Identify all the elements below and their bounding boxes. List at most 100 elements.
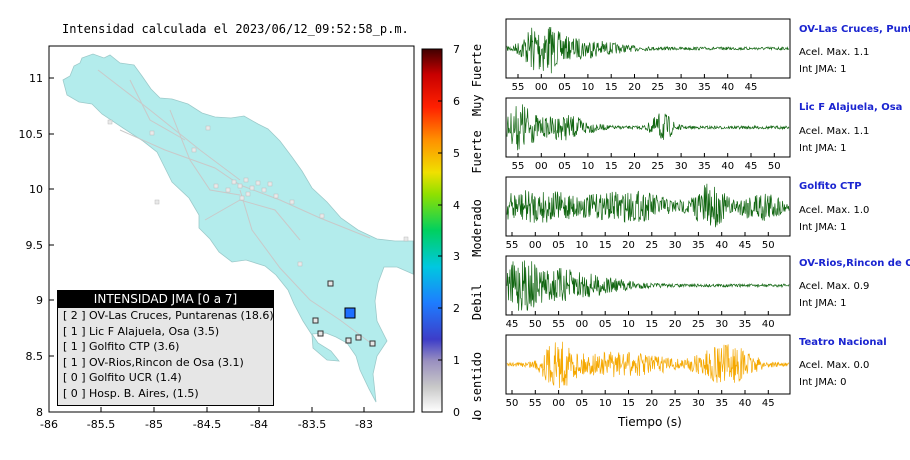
waveform-tick-label: 35 bbox=[698, 82, 711, 93]
colorbar-tick: 4 bbox=[453, 199, 460, 212]
legend-row: [ 2 ] OV-Las Cruces, Puntarenas (18.6) bbox=[63, 309, 274, 322]
map-x-tick: -85.5 bbox=[87, 418, 115, 431]
legend-title: INTENSIDAD JMA [0 a 7] bbox=[58, 291, 273, 308]
waveform-tick-label: 05 bbox=[552, 240, 565, 251]
waveform-tick-label: 05 bbox=[576, 398, 589, 409]
waveform-trace bbox=[506, 183, 790, 228]
map-x-tick: -84.5 bbox=[193, 418, 221, 431]
waveform-tick-label: 15 bbox=[645, 319, 658, 330]
waveform-tick-label: 45 bbox=[739, 240, 752, 251]
station-accel: Acel. Max. 0.9 bbox=[799, 281, 870, 292]
colorbar-label-muy-fuerte: Muy Fuerte bbox=[470, 44, 484, 116]
legend-row: [ 1 ] Lic F Alajuela, Osa (3.5) bbox=[63, 324, 220, 338]
waveform-tick-label: 20 bbox=[628, 161, 641, 172]
waveform-tick-label: 10 bbox=[622, 319, 635, 330]
map-x-tick: -86 bbox=[40, 418, 58, 431]
waveform-tick-label: 30 bbox=[715, 319, 728, 330]
waveform-tick-label: 15 bbox=[605, 161, 618, 172]
legend-row: [ 1 ] OV-Rios,Rincon de Osa (3.1) bbox=[63, 355, 244, 369]
waveform-tick-label: 25 bbox=[651, 82, 664, 93]
waveform-trace bbox=[506, 341, 790, 389]
waveform-tick-label: 00 bbox=[535, 82, 548, 93]
legend-row: [ 1 ] Golfito CTP (3.6) bbox=[63, 340, 180, 353]
waveform-tick-label: 40 bbox=[721, 161, 734, 172]
waveform-tick-label: 00 bbox=[535, 161, 548, 172]
waveform-xlabel: Tiempo (s) bbox=[618, 415, 682, 429]
station-jma: Int JMA: 0 bbox=[799, 377, 847, 388]
map-y-tick: 10 bbox=[29, 183, 43, 196]
waveform-tick-label: 05 bbox=[599, 319, 612, 330]
waveform-tick-label: 25 bbox=[692, 319, 705, 330]
waveform-tick-label: 35 bbox=[692, 240, 705, 251]
map-x-tick: -85 bbox=[145, 418, 163, 431]
waveform-trace bbox=[506, 26, 790, 74]
waveform-tick-label: 05 bbox=[558, 82, 571, 93]
map-y-tick: 9 bbox=[36, 294, 43, 307]
waveform-tick-label: 00 bbox=[529, 240, 542, 251]
colorbar-label-fuerte: Fuerte bbox=[470, 130, 484, 173]
station-name: OV-Las Cruces, Puntarenas bbox=[799, 24, 910, 35]
waveform-tick-label: 50 bbox=[529, 319, 542, 330]
waveform-tick-label: 50 bbox=[762, 240, 775, 251]
waveform-tick-label: 30 bbox=[675, 82, 688, 93]
intensity-colorbar: 0 1 2 3 4 5 6 7 No sentido Debil Moderad… bbox=[421, 43, 484, 420]
waveform-tick-label: 55 bbox=[552, 319, 565, 330]
waveform-tick-label: 15 bbox=[599, 240, 612, 251]
waveform-tick-label: 20 bbox=[622, 240, 635, 251]
waveform-tick-label: 45 bbox=[506, 319, 519, 330]
waveform-tick-label: 55 bbox=[529, 398, 542, 409]
waveform-tick-label: 10 bbox=[582, 82, 595, 93]
waveform-tick-label: 30 bbox=[675, 161, 688, 172]
waveform-tick-label: 15 bbox=[622, 398, 635, 409]
waveform-tick-label: 45 bbox=[745, 82, 758, 93]
station-name: Teatro Nacional bbox=[799, 337, 887, 348]
legend-row: [ 0 ] Golfito UCR (1.4) bbox=[63, 371, 182, 384]
map-y-tick: 8 bbox=[36, 406, 43, 419]
station-accel: Acel. Max. 1.1 bbox=[799, 47, 870, 58]
waveform-tick-label: 15 bbox=[605, 82, 618, 93]
colorbar-tick: 3 bbox=[453, 250, 460, 263]
colorbar-tick: 5 bbox=[453, 147, 460, 160]
station-accel: Acel. Max. 1.0 bbox=[799, 205, 870, 216]
waveform-tick-label: 45 bbox=[745, 161, 758, 172]
map-y-tick: 9.5 bbox=[26, 239, 44, 252]
waveform-trace bbox=[506, 104, 790, 151]
waveform-tick-label: 45 bbox=[762, 398, 775, 409]
colorbar-tick: 2 bbox=[453, 302, 460, 315]
epicenter-marker bbox=[344, 307, 356, 319]
waveform-tick-label: 30 bbox=[692, 398, 705, 409]
waveform-tick-label: 00 bbox=[552, 398, 565, 409]
map-x-tick: -83 bbox=[355, 418, 373, 431]
waveform-tick-label: 40 bbox=[739, 398, 752, 409]
waveform-tick-label: 25 bbox=[645, 240, 658, 251]
station-jma: Int JMA: 1 bbox=[799, 222, 847, 233]
waveform-tick-label: 10 bbox=[599, 398, 612, 409]
waveform-tick-label: 35 bbox=[739, 319, 752, 330]
station-name: OV-Rios,Rincon de Osa bbox=[799, 258, 910, 269]
waveform-tick-label: 40 bbox=[721, 82, 734, 93]
costa-rica-land bbox=[62, 53, 414, 403]
colorbar-tick: 6 bbox=[453, 95, 460, 108]
waveform-tick-label: 50 bbox=[506, 398, 519, 409]
waveform-tick-label: 00 bbox=[576, 319, 589, 330]
map-title: Intensidad calculada el 2023/06/12_09:52… bbox=[62, 22, 409, 36]
waveform-tick-label: 20 bbox=[645, 398, 658, 409]
map-x-tick: -84 bbox=[250, 418, 268, 431]
waveform-tick-label: 25 bbox=[651, 161, 664, 172]
waveform-trace bbox=[506, 260, 790, 311]
colorbar-tick: 7 bbox=[453, 43, 460, 56]
map-y-tick: 10.5 bbox=[19, 128, 44, 141]
waveform-tick-label: 25 bbox=[669, 398, 682, 409]
station-name: Golfito CTP bbox=[799, 181, 862, 192]
intensity-legend: INTENSIDAD JMA [0 a 7] [ 2 ] OV-Las Cruce… bbox=[57, 290, 274, 406]
waveform-tick-label: 10 bbox=[582, 161, 595, 172]
colorbar-label-debil: Debil bbox=[470, 284, 484, 320]
waveform-tick-label: 55 bbox=[512, 82, 525, 93]
map-x-tick: -83.5 bbox=[298, 418, 326, 431]
station-jma: Int JMA: 1 bbox=[799, 64, 847, 75]
waveform-tick-label: 55 bbox=[512, 161, 525, 172]
colorbar-tick: 0 bbox=[453, 406, 460, 419]
map-y-tick: 11 bbox=[29, 72, 43, 85]
waveform-tick-label: 55 bbox=[506, 240, 519, 251]
